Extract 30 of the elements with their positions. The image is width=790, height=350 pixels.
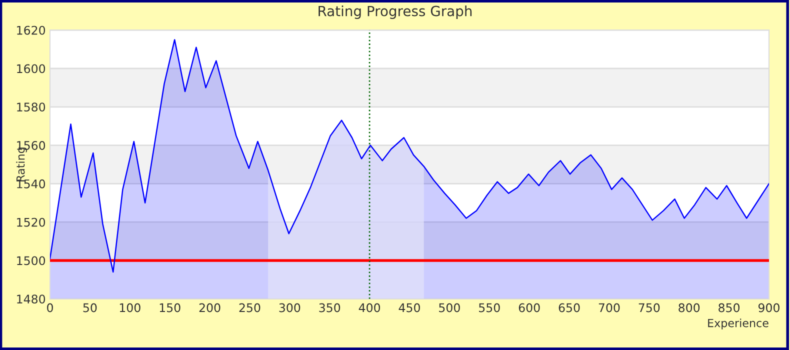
chart-title: Rating Progress Graph xyxy=(318,6,472,19)
y-tick-label: 1500 xyxy=(17,256,46,266)
x-tick-label: 150 xyxy=(160,303,180,312)
x-tick-label: 600 xyxy=(518,303,540,312)
x-tick-label: 300 xyxy=(279,303,300,312)
x-tick-label: 900 xyxy=(758,303,780,312)
x-tick-label: 750 xyxy=(638,303,660,312)
x-tick-label: 800 xyxy=(678,303,700,312)
x-tick-label: 50 xyxy=(83,303,97,312)
x-tick-label: 550 xyxy=(479,303,500,312)
x-tick-label: 850 xyxy=(718,303,740,312)
y-tick-label: 1560 xyxy=(17,141,46,150)
y-axis-title: Rating xyxy=(16,148,27,182)
x-tick-label: 700 xyxy=(598,303,620,312)
x-tick-label: 350 xyxy=(319,303,340,312)
x-tick-label: 400 xyxy=(358,303,380,312)
x-tick-label: 250 xyxy=(239,303,260,312)
y-tick-label: 1520 xyxy=(17,218,46,227)
x-axis-title: Experience xyxy=(708,318,768,330)
x-tick-label: 100 xyxy=(120,303,140,312)
y-tick-label: 1620 xyxy=(17,26,46,35)
y-tick-label: 1600 xyxy=(17,64,46,74)
y-tick-label: 1580 xyxy=(17,102,46,112)
x-tick-label: 200 xyxy=(199,303,220,312)
y-tick-label: 1480 xyxy=(17,294,46,304)
x-tick-label: 0 xyxy=(47,303,53,312)
x-tick-label: 650 xyxy=(558,303,580,312)
x-tick-label: 500 xyxy=(439,303,460,312)
y-tick-label: 1540 xyxy=(17,179,46,188)
x-tick-label: 450 xyxy=(398,303,420,312)
